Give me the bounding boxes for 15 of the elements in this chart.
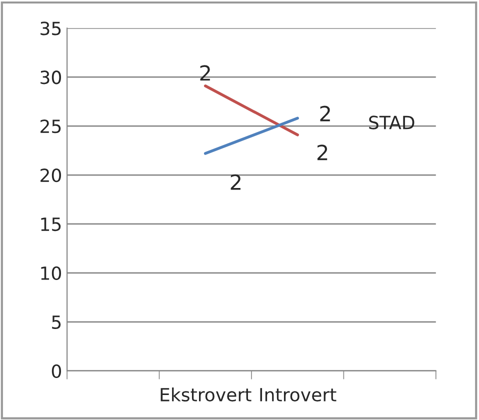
annotation: STAD <box>369 116 414 130</box>
y-tick-label: 5 <box>52 316 61 330</box>
annotation: 2 <box>230 174 240 190</box>
y-tick-label: 10 <box>41 266 61 280</box>
annotation: 2 <box>317 144 328 160</box>
y-tick-label: 20 <box>40 168 61 182</box>
annotation: 2 <box>200 65 210 81</box>
y-tick-label: 30 <box>40 70 61 84</box>
x-tick-label: Ekstrovert <box>160 388 252 402</box>
y-tick-label: 25 <box>40 120 61 134</box>
y-tick-label: 0 <box>52 364 61 378</box>
annotation: 2 <box>320 106 330 122</box>
y-tick-label: 15 <box>41 218 61 232</box>
x-tick-label: Introvert <box>260 388 336 402</box>
y-tick-label: 35 <box>40 22 61 36</box>
